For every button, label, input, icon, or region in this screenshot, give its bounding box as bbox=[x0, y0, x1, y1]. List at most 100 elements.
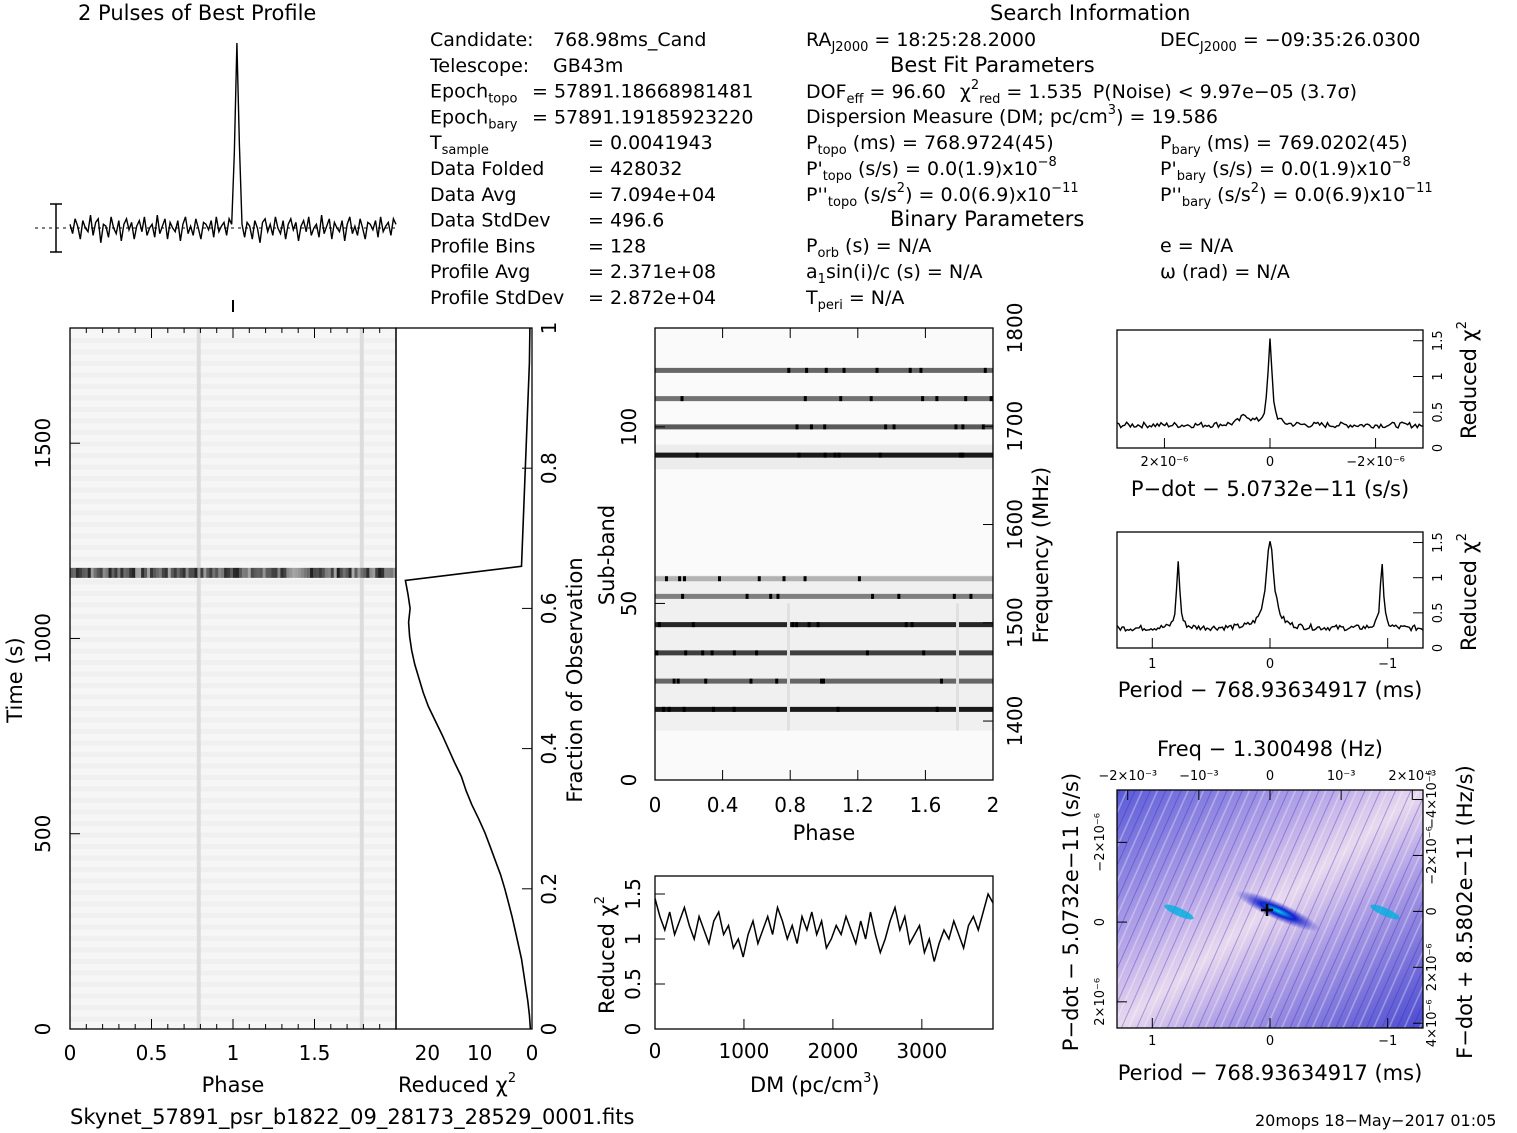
subband-channel bbox=[655, 593, 993, 599]
rfi-band-cell bbox=[304, 567, 308, 578]
subband-dot bbox=[664, 576, 668, 582]
subband-dot bbox=[954, 424, 958, 430]
rfi-band-cell bbox=[144, 567, 148, 578]
rfi-band-cell bbox=[203, 567, 207, 578]
rfi-band-cell bbox=[191, 567, 195, 578]
timephase-row bbox=[70, 453, 396, 458]
rfi-band-cell bbox=[224, 567, 228, 578]
rfi-band-cell bbox=[218, 567, 222, 578]
rfi-band-cell bbox=[135, 567, 139, 578]
y-tick-label: 0.5 bbox=[1431, 402, 1446, 423]
y-tick-label: 1 bbox=[1431, 574, 1446, 582]
timephase-row bbox=[70, 913, 396, 918]
y-tick-label: 0.4 bbox=[537, 733, 561, 765]
rfi-band-cell bbox=[268, 567, 273, 578]
chi2-time-line bbox=[404, 327, 532, 1030]
rfi-band-cell bbox=[378, 567, 382, 578]
rfi-band-cell bbox=[200, 567, 204, 578]
dof-row: DOFeff = 96.60 χ2red = 1.535 P(Noise) < 9.97… bbox=[806, 78, 1357, 107]
timephase-row bbox=[70, 671, 396, 677]
info-label-text: Candidate: bbox=[430, 29, 534, 51]
info-value: = 2.371e+08 bbox=[588, 261, 716, 283]
x-tick-label: 0 bbox=[649, 793, 662, 817]
rfi-band-cell bbox=[289, 567, 293, 578]
y-tick-label: 1500 bbox=[31, 418, 55, 469]
rfi-band-cell bbox=[342, 567, 347, 578]
rfi-band-cell bbox=[117, 567, 121, 578]
y-tick-label: 0 bbox=[1431, 644, 1446, 652]
subband-dot bbox=[857, 576, 861, 582]
rfi-band-cell bbox=[173, 567, 178, 578]
rfi-band-cell bbox=[390, 567, 394, 578]
x-tick-label: −2×10⁻⁶ bbox=[1346, 455, 1405, 470]
rfi-band-cell bbox=[84, 567, 89, 578]
x-tick-label: 0 bbox=[649, 1039, 662, 1063]
y2-tick-label: −2×10⁻⁶ bbox=[1425, 826, 1440, 885]
x-axis-label: Phase bbox=[202, 1073, 265, 1097]
info-label-sub: bary bbox=[488, 117, 518, 132]
rfi-band-cell bbox=[87, 567, 92, 578]
subband-dot bbox=[807, 622, 811, 628]
x-tick-label: 0 bbox=[64, 1041, 77, 1065]
subband-dot bbox=[680, 396, 684, 402]
timephase-row bbox=[70, 821, 396, 826]
info-label-sub: sample bbox=[442, 143, 489, 158]
info-value: = 0.0041943 bbox=[588, 132, 713, 154]
dm-chi2-line bbox=[654, 892, 994, 962]
rfi-band-cell bbox=[182, 567, 187, 578]
info-value: GB43m bbox=[553, 55, 623, 77]
info-value: = 428032 bbox=[588, 158, 683, 180]
x-axis-label-tail: ) bbox=[871, 1073, 879, 1097]
timephase-row bbox=[70, 591, 396, 596]
info-label-text: Data StdDev bbox=[430, 210, 551, 232]
subband-dot bbox=[803, 396, 807, 402]
subband-dot bbox=[775, 678, 779, 684]
y-tick-label: 0.5 bbox=[621, 968, 645, 1000]
y-tick-label: 2×10⁻⁶ bbox=[1093, 978, 1108, 1026]
period-chi2-line bbox=[1116, 541, 1424, 633]
rfi-band-cell bbox=[72, 567, 77, 578]
subband-dot bbox=[809, 424, 813, 430]
x-tick-label: 0 bbox=[1266, 657, 1274, 672]
rfi-band-cell bbox=[129, 567, 133, 578]
rfi-band-cell bbox=[330, 567, 335, 578]
period-chi2-plot: 1 0 −1 0 0.5 1 1.5 Period − 768.93634917 (ms) Re… bbox=[1116, 531, 1481, 702]
x2-tick-label: 0 bbox=[1266, 769, 1274, 784]
timephase-row bbox=[70, 683, 396, 688]
rfi-band-cell bbox=[244, 567, 249, 578]
subband-channel bbox=[655, 576, 993, 582]
subband-dot bbox=[701, 650, 705, 656]
y-tick-label: 0.8 bbox=[537, 452, 561, 484]
subband-dot bbox=[833, 452, 837, 458]
subband-dot bbox=[755, 650, 759, 656]
rfi-band-cell bbox=[93, 567, 98, 578]
info-label-text: Data Avg bbox=[430, 184, 517, 206]
rfi-band-cell bbox=[307, 567, 311, 578]
subband-dot bbox=[940, 678, 944, 684]
subband-dot bbox=[684, 650, 688, 656]
rfi-band-cell bbox=[167, 567, 172, 578]
rfi-band-cell bbox=[147, 567, 151, 578]
tperi-row: Tperi = N/A bbox=[805, 287, 904, 313]
subband-phase-plot: 0 0.4 0.8 1.2 1.6 2 0 50 100 1400 1500 1600 1700 1800… bbox=[595, 303, 1053, 845]
info-label-sub: topo bbox=[488, 92, 517, 107]
timephase-row bbox=[70, 901, 396, 907]
rfi-band-cell bbox=[339, 567, 344, 578]
x-axis-label: Period − 768.93634917 (ms) bbox=[1118, 1061, 1423, 1085]
subband-dot bbox=[782, 576, 786, 582]
pddot-topo-row: P''topo (s/s2) = 0.0(6.9)x10−11 bbox=[806, 181, 1079, 210]
subband-dot bbox=[823, 452, 827, 458]
rfi-band-cell bbox=[233, 567, 237, 578]
dm-row: Dispersion Measure (DM; pc/cm3) = 19.586 bbox=[806, 103, 1218, 128]
rfi-band-cell bbox=[212, 567, 216, 578]
timephase-row bbox=[70, 786, 396, 792]
rfi-band-cell bbox=[176, 567, 181, 578]
rfi-band-cell bbox=[265, 567, 270, 578]
pulse-track bbox=[787, 603, 791, 731]
rfi-band-cell bbox=[78, 567, 83, 578]
subband-dot bbox=[803, 576, 807, 582]
info-label: Epochtopo bbox=[430, 81, 517, 107]
map-sidelobe bbox=[1164, 904, 1194, 920]
y-tick-label: 1.5 bbox=[1431, 330, 1446, 351]
